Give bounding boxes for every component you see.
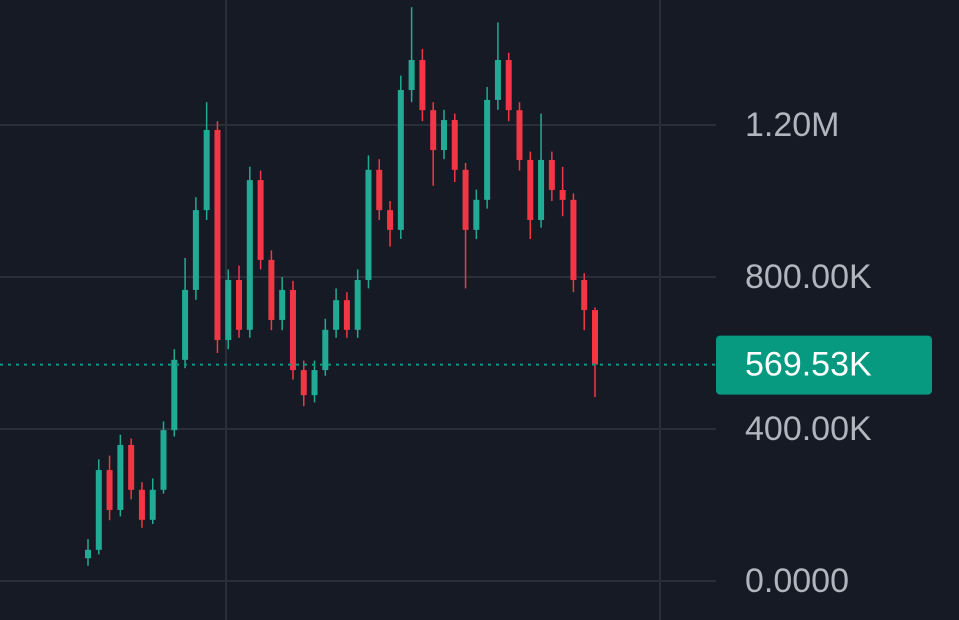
candle-body bbox=[138, 489, 145, 520]
candle-body bbox=[182, 289, 189, 360]
candle-body bbox=[257, 180, 264, 260]
candle-body bbox=[354, 280, 361, 330]
candle-body bbox=[128, 444, 135, 490]
last-price-label: 569.53K bbox=[745, 346, 872, 384]
candle-body bbox=[494, 60, 501, 100]
candle-body bbox=[365, 169, 372, 281]
candle-body bbox=[527, 159, 534, 220]
candle-body bbox=[149, 489, 156, 520]
candle-body bbox=[117, 444, 124, 510]
candle-body bbox=[570, 199, 577, 281]
candle-body bbox=[419, 60, 426, 111]
candle-body bbox=[192, 210, 199, 290]
candle-body bbox=[451, 120, 458, 170]
candle-body bbox=[343, 300, 350, 330]
y-tick-label: 800.00K bbox=[745, 258, 872, 296]
candle-body bbox=[160, 430, 167, 490]
candle-body bbox=[300, 370, 307, 396]
candle-body bbox=[473, 199, 480, 230]
candle-body bbox=[592, 310, 598, 365]
candle-body bbox=[484, 99, 491, 200]
candle-body bbox=[440, 120, 447, 151]
candle-body bbox=[311, 370, 318, 396]
candle-body bbox=[95, 470, 102, 550]
candle-body bbox=[203, 129, 210, 211]
candle-body bbox=[236, 280, 243, 330]
y-tick-label: 0.0000 bbox=[745, 562, 849, 600]
candle-body bbox=[171, 359, 178, 431]
candle-body bbox=[322, 329, 329, 371]
candle-body bbox=[279, 289, 286, 320]
candle-body bbox=[387, 210, 394, 230]
candle-body bbox=[397, 90, 404, 230]
candle-body bbox=[430, 110, 437, 151]
candle-body bbox=[268, 259, 275, 320]
y-tick-label: 400.00K bbox=[745, 410, 872, 448]
candle-body bbox=[106, 470, 113, 510]
candle-body bbox=[559, 189, 566, 200]
candle-body bbox=[333, 300, 340, 330]
candle-body bbox=[462, 169, 469, 230]
candle-body bbox=[376, 169, 383, 211]
candle-body bbox=[225, 280, 232, 341]
candle-body bbox=[289, 289, 296, 371]
candle-body bbox=[581, 280, 588, 311]
candle-body bbox=[516, 110, 523, 160]
candle-body bbox=[214, 129, 221, 341]
candle-body bbox=[408, 60, 415, 91]
candle-body bbox=[505, 60, 512, 111]
candle-body bbox=[246, 180, 253, 330]
candle-body bbox=[538, 159, 545, 220]
candle-body bbox=[85, 549, 91, 559]
candle-body bbox=[548, 159, 555, 190]
y-tick-label: 1.20M bbox=[745, 106, 840, 144]
last-price-box bbox=[716, 335, 932, 395]
